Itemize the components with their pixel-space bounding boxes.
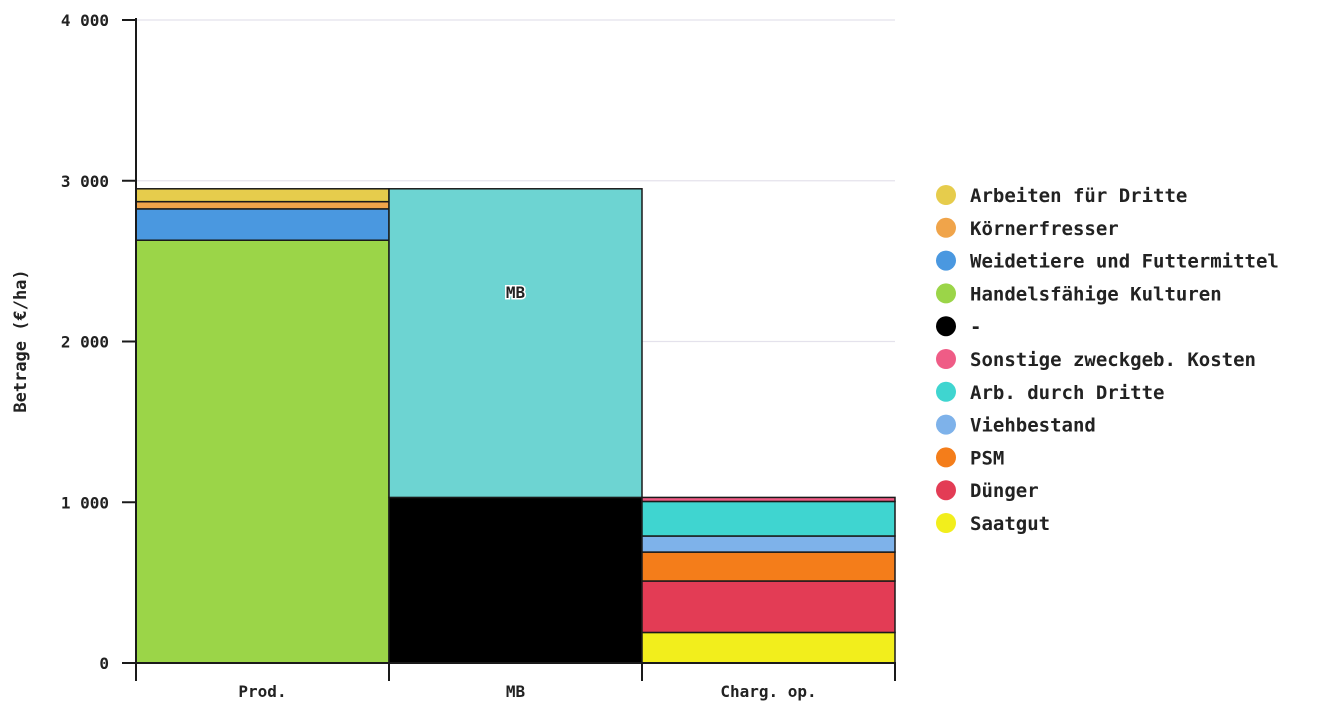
bar-segment[interactable] [641, 631, 896, 664]
legend-item[interactable]: Handelsfähige Kulturen [936, 283, 1222, 305]
legend-item[interactable]: Arbeiten für Dritte [936, 185, 1187, 207]
bar-segment[interactable] [135, 200, 390, 210]
y-tick-label: 3 000 [61, 172, 109, 191]
legend-swatch [936, 513, 956, 533]
legend-item[interactable]: Saatgut [936, 513, 1050, 535]
bar-segment[interactable] [135, 239, 390, 664]
legend-swatch [936, 447, 956, 468]
bar-segment[interactable] [388, 496, 643, 664]
y-tick-label: 2 000 [61, 333, 109, 352]
legend-swatch [936, 250, 956, 271]
x-tick-label: Prod. [238, 682, 286, 701]
axes: 0 1 000 2 000 3 000 4 000 Prod. MB Charg. op. [61, 11, 896, 701]
x-tick-label: Charg. op. [720, 682, 816, 701]
legend-label: Körnerfresser [970, 218, 1119, 240]
bar-segment[interactable] [641, 500, 896, 537]
x-tick-label: MB [506, 682, 526, 701]
legend-label: Arbeiten für Dritte [970, 185, 1187, 207]
y-tick-label: 1 000 [61, 493, 109, 512]
y-axis-title: Betrage (€/ha) [11, 269, 31, 412]
legend-label: Viehbestand [970, 415, 1096, 437]
legend-item[interactable]: Sonstige zweckgeb. Kosten [936, 349, 1256, 371]
legend-item[interactable]: Dünger [936, 480, 1039, 502]
bar-segment[interactable] [641, 551, 896, 582]
legend-swatch [936, 217, 956, 238]
legend-item[interactable]: Viehbestand [936, 414, 1096, 437]
legend-label: Arb. durch Dritte [970, 382, 1164, 404]
legend-label: - [970, 316, 981, 338]
legend-label: Weidetiere und Futtermittel [970, 251, 1279, 273]
legend-label: Saatgut [970, 513, 1050, 535]
bar-segment[interactable] [641, 580, 896, 634]
legend-label: PSM [970, 447, 1004, 469]
bar-segment[interactable] [641, 535, 896, 553]
legend-swatch [936, 480, 956, 501]
bars [135, 188, 896, 664]
legend-item[interactable]: PSM [936, 447, 1004, 469]
legend-item[interactable]: - [936, 316, 981, 338]
bar-segment[interactable] [388, 188, 643, 499]
legend-swatch [936, 283, 956, 304]
segment-labels: MB [504, 281, 527, 303]
bar-segment[interactable] [641, 496, 896, 503]
legend-label: Dünger [970, 480, 1039, 502]
segment-label: MB [506, 283, 526, 302]
y-tick-label: 0 [99, 654, 109, 673]
bar-segment[interactable] [135, 208, 390, 241]
legend-label: Sonstige zweckgeb. Kosten [970, 349, 1256, 371]
legend-swatch [936, 349, 956, 369]
bar-segment[interactable] [135, 188, 390, 203]
legend-swatch [936, 381, 956, 402]
legend-item[interactable]: Körnerfresser [936, 217, 1119, 240]
y-tick-label: 4 000 [61, 11, 109, 30]
legend-item[interactable]: Weidetiere und Futtermittel [936, 250, 1279, 273]
legend-swatch [936, 316, 956, 337]
legend-item[interactable]: Arb. durch Dritte [936, 381, 1164, 404]
legend-swatch [936, 414, 956, 435]
legend-label: Handelsfähige Kulturen [970, 283, 1222, 305]
legend: Arbeiten für Dritte Körnerfresser Weidetie… [936, 185, 1279, 535]
legend-swatch [936, 185, 956, 205]
